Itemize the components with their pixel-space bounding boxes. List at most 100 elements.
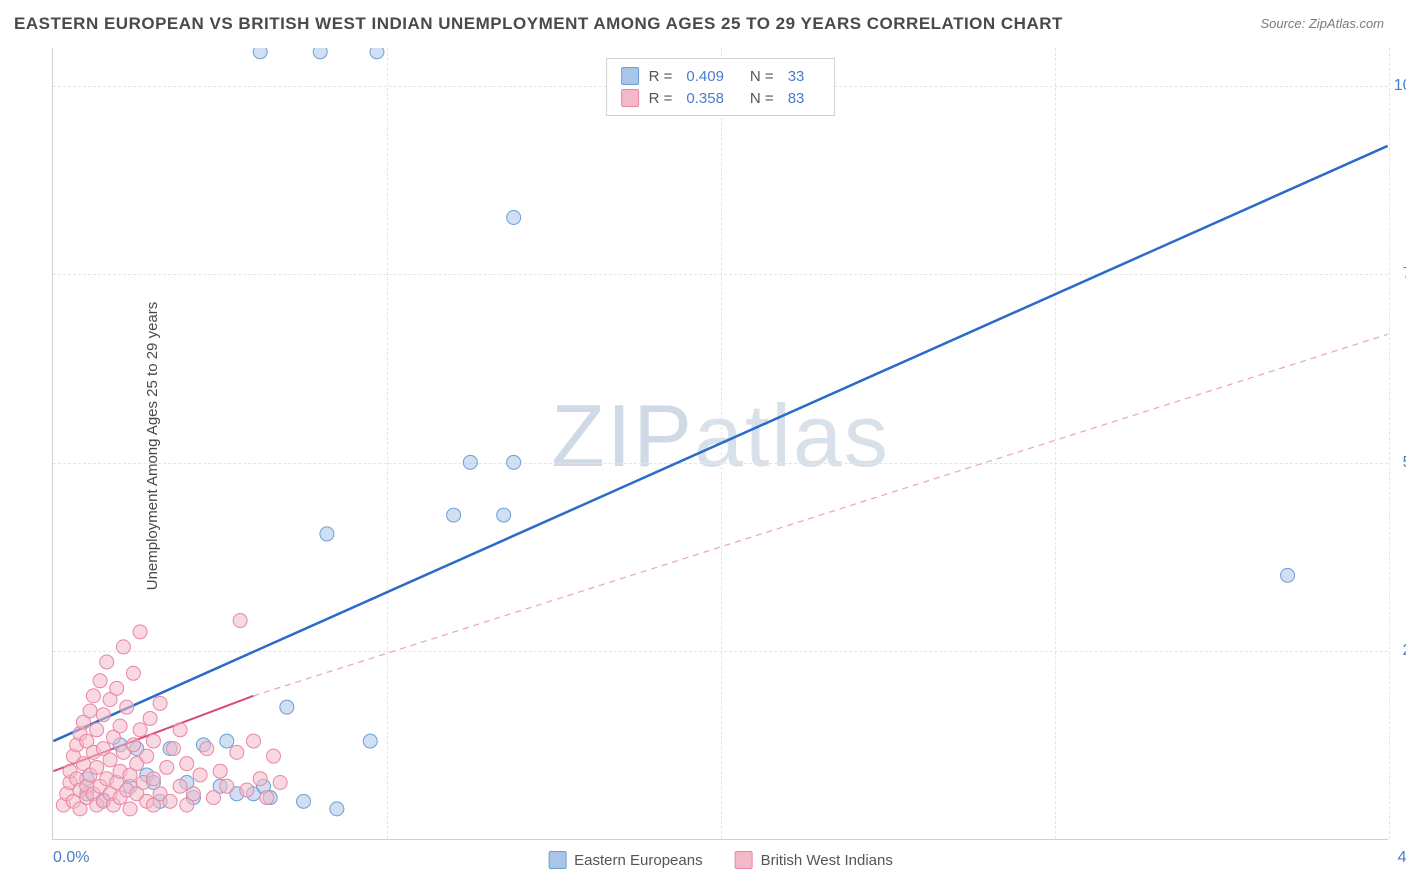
scatter-point [130, 742, 144, 756]
scatter-point [90, 723, 104, 737]
scatter-point [1281, 568, 1295, 582]
scatter-point [370, 48, 384, 59]
scatter-point [146, 798, 160, 812]
swatch-series-2 [621, 89, 639, 107]
scatter-point [140, 749, 154, 763]
scatter-point [233, 614, 247, 628]
scatter-point [297, 794, 311, 808]
scatter-point [313, 48, 327, 59]
scatter-point [63, 764, 77, 778]
scatter-point [70, 738, 84, 752]
scatter-point [113, 738, 127, 752]
scatter-point [146, 776, 160, 790]
scatter-point [100, 772, 114, 786]
swatch-series-1 [621, 67, 639, 85]
scatter-point [230, 787, 244, 801]
scatter-point [507, 211, 521, 225]
trend-line [253, 334, 1387, 696]
scatter-point [66, 749, 80, 763]
scatter-point [153, 794, 167, 808]
scatter-point [173, 779, 187, 793]
scatter-point [100, 655, 114, 669]
scatter-point [90, 760, 104, 774]
scatter-point [80, 779, 94, 793]
scatter-point [120, 700, 134, 714]
scatter-point [246, 787, 260, 801]
scatter-point [213, 764, 227, 778]
y-tick-label: 25.0% [1393, 642, 1406, 660]
scatter-point [113, 719, 127, 733]
scatter-point [126, 738, 140, 752]
scatter-point [273, 776, 287, 790]
scatter-point [110, 776, 124, 790]
r-value-2: 0.358 [686, 90, 724, 107]
scatter-point [63, 776, 77, 790]
scatter-point [220, 734, 234, 748]
swatch-series-1-bottom [548, 851, 566, 869]
scatter-point [173, 723, 187, 737]
scatter-point [140, 794, 154, 808]
scatter-point [166, 742, 180, 756]
scatter-point [86, 787, 100, 801]
scatter-point [180, 757, 194, 771]
scatter-point [80, 734, 94, 748]
scatter-point [96, 793, 110, 807]
n-value-2: 83 [788, 90, 805, 107]
scatter-point [160, 760, 174, 774]
scatter-point [70, 772, 84, 786]
scatter-point [73, 727, 87, 741]
legend-row-series-1: R = 0.409 N = 33 [621, 65, 821, 87]
scatter-point [130, 757, 144, 771]
scatter-point [96, 708, 110, 722]
n-value-1: 33 [788, 68, 805, 85]
swatch-series-2-bottom [735, 851, 753, 869]
scatter-point [193, 768, 207, 782]
legend-item-2: British West Indians [735, 851, 893, 869]
scatter-point [206, 791, 220, 805]
scatter-point [140, 768, 154, 782]
legend-label-2: British West Indians [761, 852, 893, 869]
scatter-point [56, 798, 70, 812]
scatter-point [96, 794, 110, 808]
scatter-point [93, 674, 107, 688]
scatter-point [280, 700, 294, 714]
scatter-point [120, 783, 134, 797]
scatter-point [253, 48, 267, 59]
scatter-point [363, 734, 377, 748]
y-tick-label: 75.0% [1393, 265, 1406, 283]
scatter-point [136, 776, 150, 790]
scatter-point [143, 711, 157, 725]
scatter-point [116, 745, 130, 759]
scatter-point [186, 791, 200, 805]
scatter-point [86, 689, 100, 703]
scatter-point [447, 508, 461, 522]
scatter-point [103, 753, 117, 767]
legend-correlation: R = 0.409 N = 33 R = 0.358 N = 83 [606, 58, 836, 116]
scatter-point [246, 734, 260, 748]
scatter-point [103, 693, 117, 707]
scatter-point [76, 757, 90, 771]
scatter-point [103, 787, 117, 801]
scatter-point [60, 787, 74, 801]
scatter-point [80, 787, 94, 801]
scatter-point [83, 704, 97, 718]
scatter-point [163, 794, 177, 808]
scatter-point [330, 802, 344, 816]
scatter-point [497, 508, 511, 522]
scatter-point [126, 666, 140, 680]
y-tick-label: 100.0% [1393, 77, 1406, 95]
scatter-point [90, 798, 104, 812]
scatter-point [96, 742, 110, 756]
r-value-1: 0.409 [686, 68, 724, 85]
scatter-point [130, 787, 144, 801]
r-label: R = [649, 68, 673, 85]
scatter-point [163, 742, 177, 756]
scatter-point [93, 779, 107, 793]
scatter-point [257, 779, 271, 793]
scatter-point [110, 681, 124, 695]
scatter-point [253, 772, 267, 786]
scatter-point [86, 745, 100, 759]
scatter-point [133, 625, 147, 639]
r-label: R = [649, 90, 673, 107]
scatter-point [73, 802, 87, 816]
